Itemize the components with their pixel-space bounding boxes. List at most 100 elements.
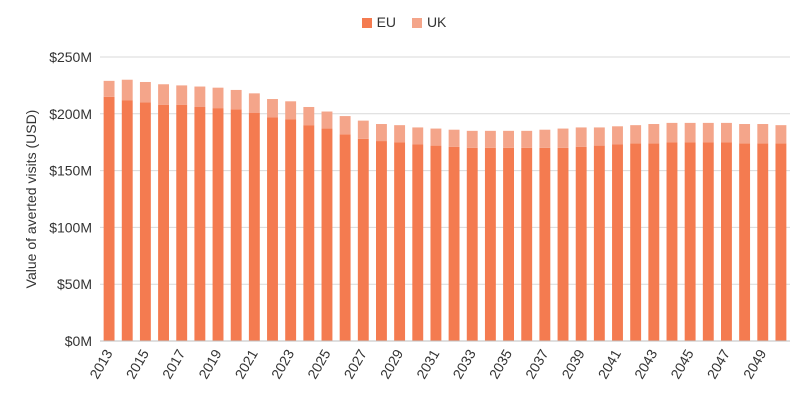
y-tick-label: $0M [65, 333, 92, 349]
x-tick-label: 2017 [159, 346, 189, 381]
bar-uk-2036 [521, 130, 533, 148]
bar-uk-2028 [376, 124, 387, 142]
bar-uk-2022 [267, 99, 278, 118]
bar-eu-2034 [484, 147, 496, 341]
bar-eu-2033 [466, 147, 478, 341]
bar-eu-2018 [194, 106, 206, 341]
bar-uk-2025 [321, 111, 333, 129]
bar-eu-2032 [448, 146, 460, 341]
bar-eu-2022 [267, 117, 278, 341]
bar-uk-2048 [739, 124, 751, 144]
bar-uk-2017 [176, 85, 188, 105]
bar-eu-2046 [702, 142, 714, 341]
legend-item-uk: UK [411, 14, 447, 30]
bar-eu-2035 [503, 147, 514, 341]
bar-uk-2027 [357, 120, 369, 139]
bar-eu-2040 [593, 145, 605, 341]
bar-uk-2033 [466, 130, 478, 148]
x-tick-label: 2027 [340, 346, 370, 381]
bar-eu-2031 [430, 145, 442, 341]
x-tick-label: 2021 [232, 346, 262, 381]
bar-eu-2013 [103, 96, 115, 341]
bar-uk-2016 [158, 84, 169, 105]
legend-label-uk: UK [426, 14, 447, 30]
x-tick-label: 2047 [704, 346, 734, 381]
bar-uk-2026 [339, 116, 351, 135]
bar-eu-2014 [121, 100, 133, 341]
bar-uk-2015 [139, 81, 151, 103]
bar-uk-2040 [593, 127, 605, 146]
bar-eu-2026 [339, 134, 351, 341]
bar-uk-2029 [394, 125, 406, 143]
x-tick-label: 2033 [449, 346, 479, 381]
bar-uk-2049 [757, 124, 769, 144]
x-axis-ticks: 2013 2015 2017 2019 2021 2023 2025 2027 2029 2031… [86, 346, 769, 381]
legend-label-eu: EU [376, 14, 397, 30]
bar-eu-2021 [248, 112, 260, 341]
bar-eu-2023 [285, 119, 297, 341]
x-tick-label: 2049 [740, 346, 770, 381]
bars [103, 79, 787, 342]
bar-uk-2038 [557, 128, 569, 148]
bar-uk-2043 [648, 124, 660, 144]
bar-eu-2028 [376, 141, 387, 341]
y-axis-ticks: $0M $50M $100M $150M $200M $250M [49, 49, 92, 349]
bar-uk-2034 [484, 130, 496, 148]
bar-eu-2016 [158, 104, 169, 341]
bar-uk-2024 [303, 106, 315, 126]
y-tick-label: $50M [57, 276, 92, 292]
bar-eu-2039 [575, 146, 587, 341]
bar-uk-2037 [539, 129, 551, 148]
bar-uk-2020 [230, 89, 242, 110]
bar-uk-2023 [285, 101, 297, 120]
legend-item-eu: EU [361, 14, 397, 30]
bar-uk-2041 [612, 126, 623, 145]
y-axis-label: Value of averted visits (USD) [23, 110, 39, 289]
bar-uk-2035 [503, 130, 514, 148]
bar-uk-2030 [412, 127, 424, 145]
x-tick-label: 2037 [522, 346, 552, 381]
bar-eu-2048 [739, 143, 751, 341]
bar-eu-2019 [212, 108, 224, 342]
x-tick-label: 2045 [667, 346, 697, 381]
bar-eu-2030 [412, 144, 424, 341]
bar-uk-2042 [630, 125, 642, 144]
bar-eu-2024 [303, 125, 315, 341]
bar-uk-2045 [684, 122, 696, 143]
x-tick-label: 2023 [268, 346, 298, 381]
bar-eu-2041 [612, 144, 623, 341]
bar-eu-2042 [630, 143, 642, 341]
bar-eu-2049 [757, 143, 769, 341]
bar-uk-2039 [575, 127, 587, 147]
bar-uk-2013 [103, 80, 115, 97]
x-tick-label: 2015 [123, 346, 153, 381]
bar-eu-2036 [521, 147, 533, 341]
y-tick-label: $250M [49, 49, 92, 65]
bar-eu-2025 [321, 128, 333, 341]
bar-uk-2046 [702, 122, 714, 143]
bar-uk-2044 [666, 122, 678, 143]
bar-eu-2043 [648, 143, 660, 341]
bar-eu-2047 [721, 142, 732, 341]
bar-uk-2047 [721, 122, 732, 143]
bar-uk-2018 [194, 86, 206, 107]
legend-swatch-uk [411, 18, 422, 28]
bar-uk-2050 [775, 125, 787, 144]
bar-uk-2019 [212, 87, 224, 109]
bar-eu-2020 [230, 109, 242, 341]
y-tick-label: $100M [49, 219, 92, 235]
y-tick-label: $150M [49, 163, 92, 179]
bar-eu-2029 [394, 142, 406, 341]
bar-eu-2037 [539, 147, 551, 341]
x-tick-label: 2039 [558, 346, 588, 381]
bar-eu-2045 [684, 142, 696, 341]
legend: EU UK [0, 14, 808, 30]
x-tick-label: 2035 [486, 346, 516, 381]
bar-eu-2050 [775, 143, 787, 341]
x-tick-label: 2031 [413, 346, 443, 381]
bar-eu-2015 [139, 102, 151, 341]
x-tick-label: 2025 [304, 346, 334, 381]
bar-uk-2031 [430, 128, 442, 146]
y-tick-label: $200M [49, 106, 92, 122]
